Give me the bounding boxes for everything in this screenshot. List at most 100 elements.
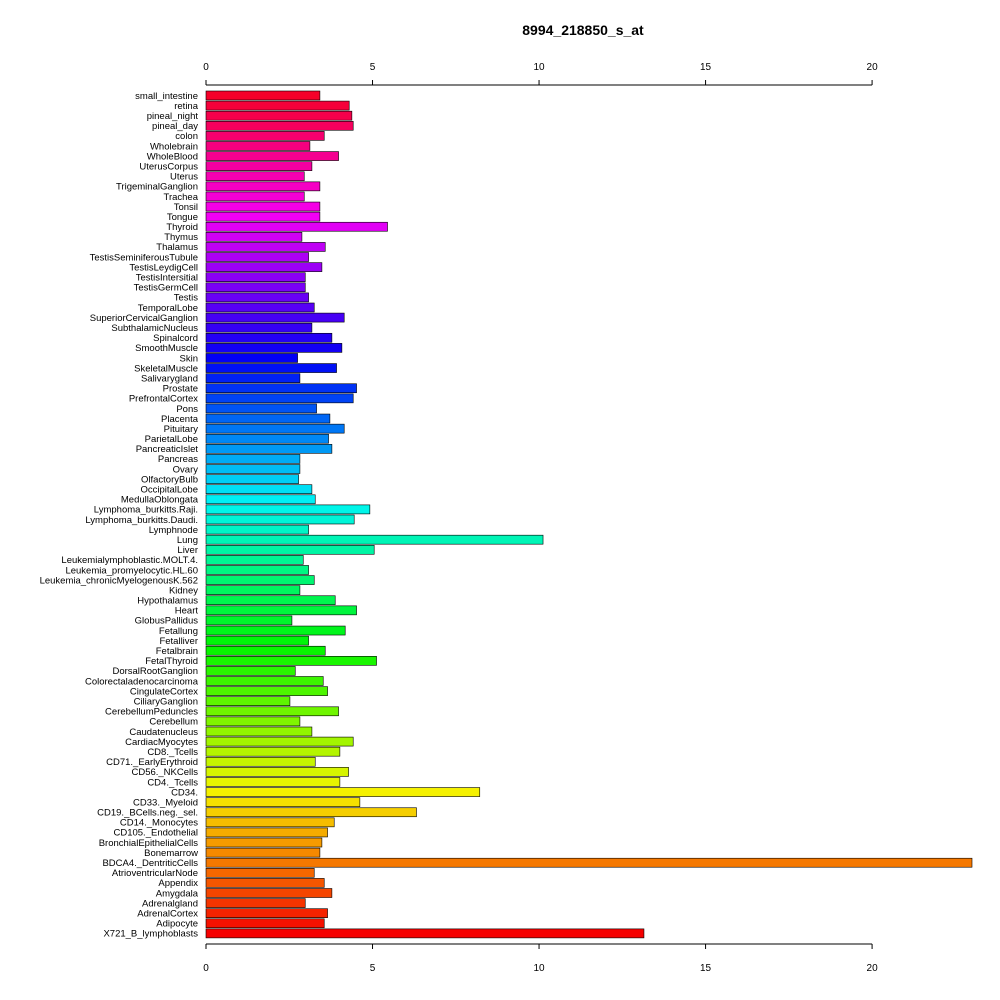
bar	[205, 534, 544, 545]
bar	[205, 857, 973, 868]
bar	[205, 120, 354, 131]
category-label: FetalThyroid	[145, 656, 198, 667]
category-label: Leukemia_promyelocytic.HL.60	[65, 565, 198, 576]
bar	[205, 383, 357, 394]
bar	[205, 100, 350, 111]
category-label: pineal_day	[152, 121, 198, 132]
bar	[205, 262, 323, 272]
category-label: Salivarygland	[141, 373, 198, 384]
bar	[205, 444, 333, 454]
bar	[205, 666, 296, 676]
tick-label: 15	[700, 963, 712, 974]
bar	[205, 403, 317, 414]
category-label: colon	[175, 131, 198, 142]
bar	[205, 777, 341, 787]
bar	[205, 706, 339, 717]
bar	[205, 171, 305, 182]
category-label: TrigeminalGanglion	[116, 182, 198, 193]
category-label: Testis	[174, 293, 199, 304]
bar	[205, 353, 298, 363]
category-label: TemporalLobe	[138, 303, 198, 314]
category-label: CD71._EarlyErythroid	[106, 757, 198, 768]
category-label: Appendix	[158, 878, 198, 889]
category-label: Heart	[175, 606, 199, 617]
category-label: Placenta	[161, 414, 199, 425]
tick-label: 15	[700, 62, 712, 73]
category-label: Liver	[177, 545, 198, 556]
category-label: CD8._Tcells	[147, 747, 198, 758]
category-label: X721_B_lymphoblasts	[103, 929, 198, 940]
category-label: Kidney	[169, 585, 198, 596]
category-label: AdrenalCortex	[137, 909, 198, 920]
category-label: CiliaryGanglion	[134, 697, 198, 708]
tick-label: 10	[533, 963, 545, 974]
top-x-axis: 0 5 10 15 20	[203, 62, 879, 86]
category-label: CD14._Monocytes	[120, 818, 198, 829]
bar	[205, 413, 331, 424]
category-label: Lung	[177, 535, 198, 546]
tick-label: 20	[867, 963, 879, 974]
category-label: retina	[174, 101, 198, 112]
bar	[205, 514, 355, 525]
category-label: Ovary	[173, 464, 199, 475]
category-label: Amygdala	[156, 888, 199, 899]
bar	[205, 817, 335, 828]
bar	[205, 736, 354, 747]
category-label: UterusCorpus	[139, 161, 198, 172]
category-label: Spinalcord	[153, 333, 198, 344]
bar	[205, 756, 316, 767]
bar	[205, 585, 301, 595]
bar	[205, 595, 336, 606]
bar	[205, 494, 316, 505]
category-label: Cerebellum	[149, 717, 198, 728]
category-label: Pancreas	[158, 454, 198, 465]
bar	[205, 221, 388, 232]
bar	[205, 423, 345, 434]
bar	[205, 767, 349, 777]
category-label: PrefrontalCortex	[129, 394, 198, 405]
category-label: Adipocyte	[156, 919, 198, 930]
bar	[205, 242, 326, 252]
category-label: Bonemarrow	[144, 848, 198, 859]
bars-group	[205, 90, 973, 939]
bar	[205, 141, 311, 151]
category-label: BDCA4._DentriticCells	[102, 858, 198, 869]
category-label: CD56._NKCells	[131, 767, 198, 778]
bar	[205, 878, 325, 888]
category-label: PancreaticIslet	[136, 444, 199, 455]
category-label: Fetalbrain	[156, 646, 198, 657]
category-label: ParietalLobe	[145, 434, 198, 445]
category-label: TestisIntersitial	[136, 273, 198, 284]
category-label: GlobusPallidus	[135, 616, 199, 627]
bar	[205, 312, 345, 323]
category-label: Adrenalgland	[142, 898, 198, 909]
bar	[205, 686, 328, 696]
category-label: Uterus	[170, 172, 198, 183]
category-label: Skin	[180, 353, 198, 364]
category-label: Fetalliver	[159, 636, 198, 647]
bar	[205, 837, 323, 848]
category-label: AtrioventricularNode	[112, 868, 198, 879]
bar	[205, 605, 357, 616]
bar	[205, 161, 313, 171]
category-label: Thalamus	[156, 242, 198, 253]
category-label: DorsalRootGanglion	[112, 666, 198, 677]
bar	[205, 332, 333, 343]
bar	[205, 232, 303, 242]
category-label: Leukemia_chronicMyelogenousK.562	[40, 575, 198, 586]
bar	[205, 191, 305, 202]
bar	[205, 918, 325, 929]
category-label: CardiacMyocytes	[125, 737, 198, 748]
bar	[205, 696, 291, 707]
bar	[205, 615, 293, 626]
tick-label: 20	[867, 62, 879, 73]
bar	[205, 363, 337, 373]
category-label: SmoothMuscle	[135, 343, 198, 354]
bar	[205, 393, 354, 404]
bar	[205, 635, 309, 646]
category-labels: small_intestineretinapineal_nightpineal_…	[40, 91, 199, 940]
bar	[205, 928, 645, 939]
bar	[205, 484, 313, 495]
bar	[205, 201, 321, 212]
bar	[205, 544, 375, 555]
